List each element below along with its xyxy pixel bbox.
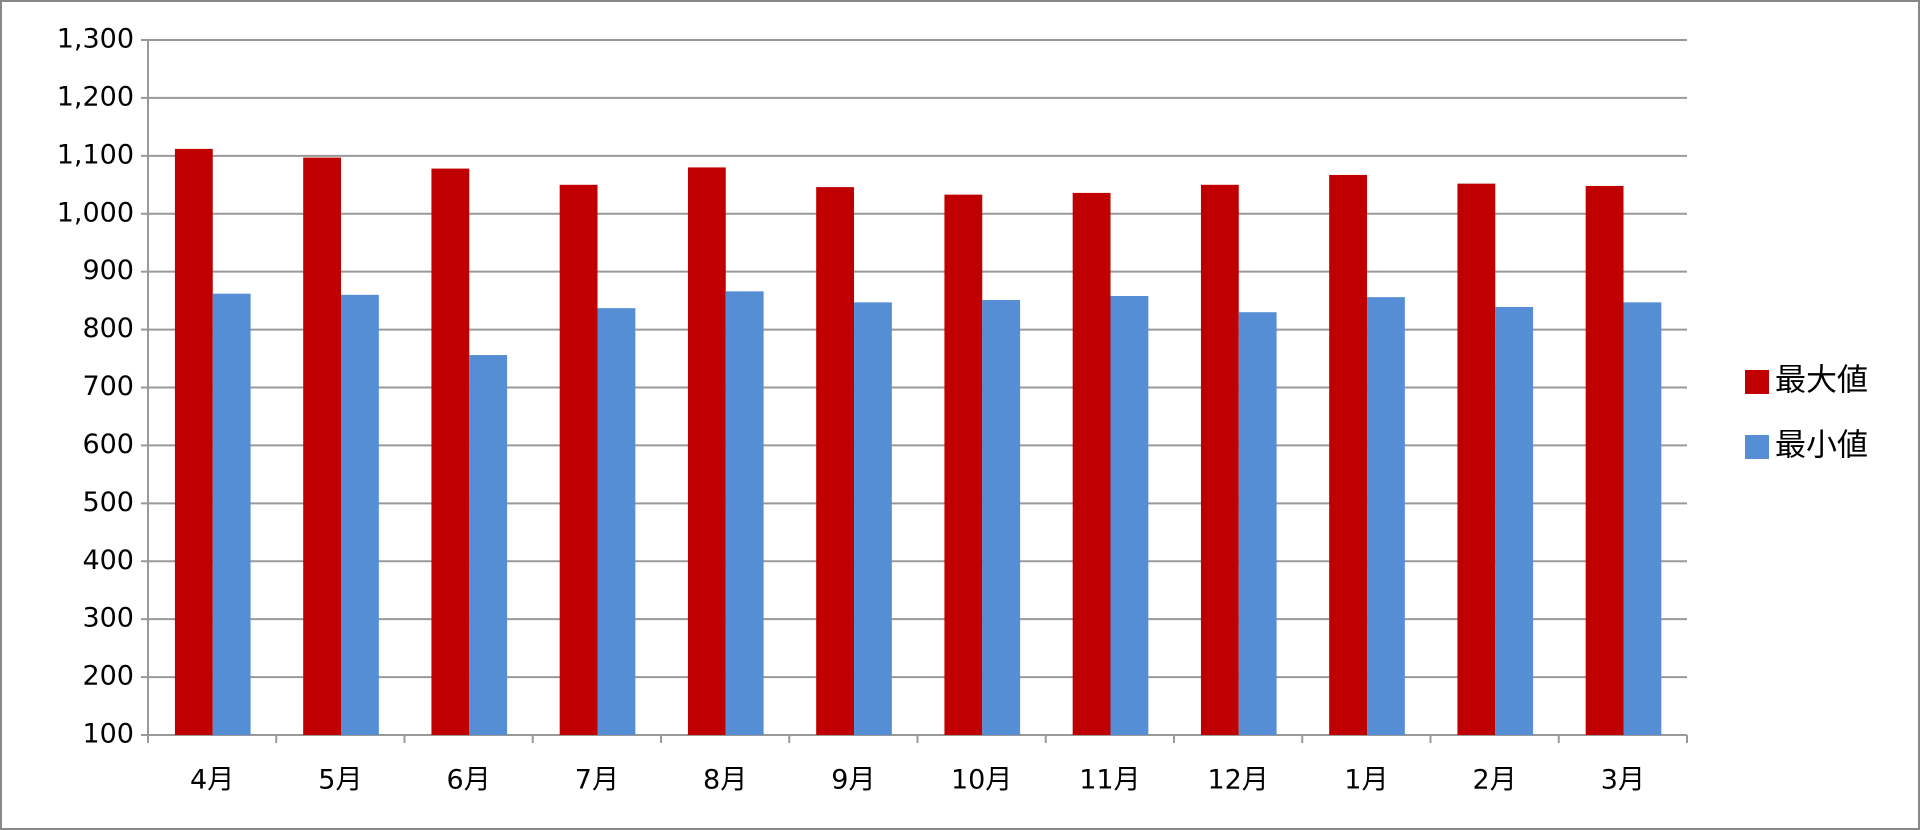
bar bbox=[1238, 312, 1277, 735]
bar bbox=[1200, 184, 1239, 735]
x-tick-label: 6月 bbox=[447, 765, 491, 796]
x-tick-label: 11月 bbox=[1079, 765, 1140, 796]
x-tick-label: 9月 bbox=[831, 765, 875, 796]
x-tick-label: 12月 bbox=[1207, 765, 1268, 796]
y-tick-label: 1,300 bbox=[57, 24, 134, 55]
legend-label: 最大値 bbox=[1775, 363, 1868, 399]
bar bbox=[1457, 183, 1496, 736]
y-tick-label: 900 bbox=[82, 255, 134, 286]
legend-label: 最小値 bbox=[1775, 428, 1868, 464]
bar bbox=[469, 355, 508, 735]
x-tick-label: 1月 bbox=[1344, 765, 1388, 796]
x-tick-label: 4月 bbox=[190, 765, 234, 796]
y-tick-label: 800 bbox=[82, 313, 134, 344]
legend-swatch bbox=[1745, 435, 1769, 459]
bar bbox=[944, 194, 983, 735]
x-tick-label: 7月 bbox=[575, 765, 619, 796]
bar bbox=[725, 291, 764, 735]
bar bbox=[174, 148, 213, 736]
x-tick-label: 8月 bbox=[703, 765, 747, 796]
bar bbox=[1367, 297, 1405, 735]
y-tick-label: 400 bbox=[82, 545, 134, 576]
y-tick-label: 1,200 bbox=[57, 81, 134, 112]
bar bbox=[1585, 185, 1624, 735]
bar bbox=[1110, 295, 1149, 735]
y-tick-label: 1,100 bbox=[57, 139, 134, 170]
bar bbox=[854, 302, 892, 735]
y-tick-label: 700 bbox=[82, 371, 134, 402]
y-tick-label: 600 bbox=[82, 429, 134, 460]
bar bbox=[431, 168, 470, 735]
legend-swatch bbox=[1745, 370, 1769, 394]
bar bbox=[1495, 306, 1534, 735]
bar bbox=[1072, 192, 1111, 735]
y-tick-label: 300 bbox=[82, 603, 134, 634]
x-tick-label: 10月 bbox=[951, 765, 1012, 796]
bar bbox=[816, 187, 855, 735]
bar bbox=[212, 293, 251, 735]
bar bbox=[303, 157, 342, 736]
bar bbox=[1329, 174, 1368, 736]
x-tick-label: 2月 bbox=[1473, 765, 1517, 796]
bar bbox=[1623, 302, 1662, 735]
bar bbox=[597, 308, 636, 735]
bar bbox=[982, 300, 1021, 735]
y-tick-label: 1,000 bbox=[57, 197, 134, 228]
x-tick-label: 5月 bbox=[318, 765, 362, 796]
x-tick-label: 3月 bbox=[1601, 765, 1645, 796]
y-tick-label: 500 bbox=[82, 487, 134, 518]
bar bbox=[559, 184, 598, 735]
bar bbox=[341, 294, 379, 735]
y-tick-label: 200 bbox=[82, 661, 134, 692]
y-tick-label: 100 bbox=[82, 719, 134, 750]
bar bbox=[687, 167, 726, 735]
